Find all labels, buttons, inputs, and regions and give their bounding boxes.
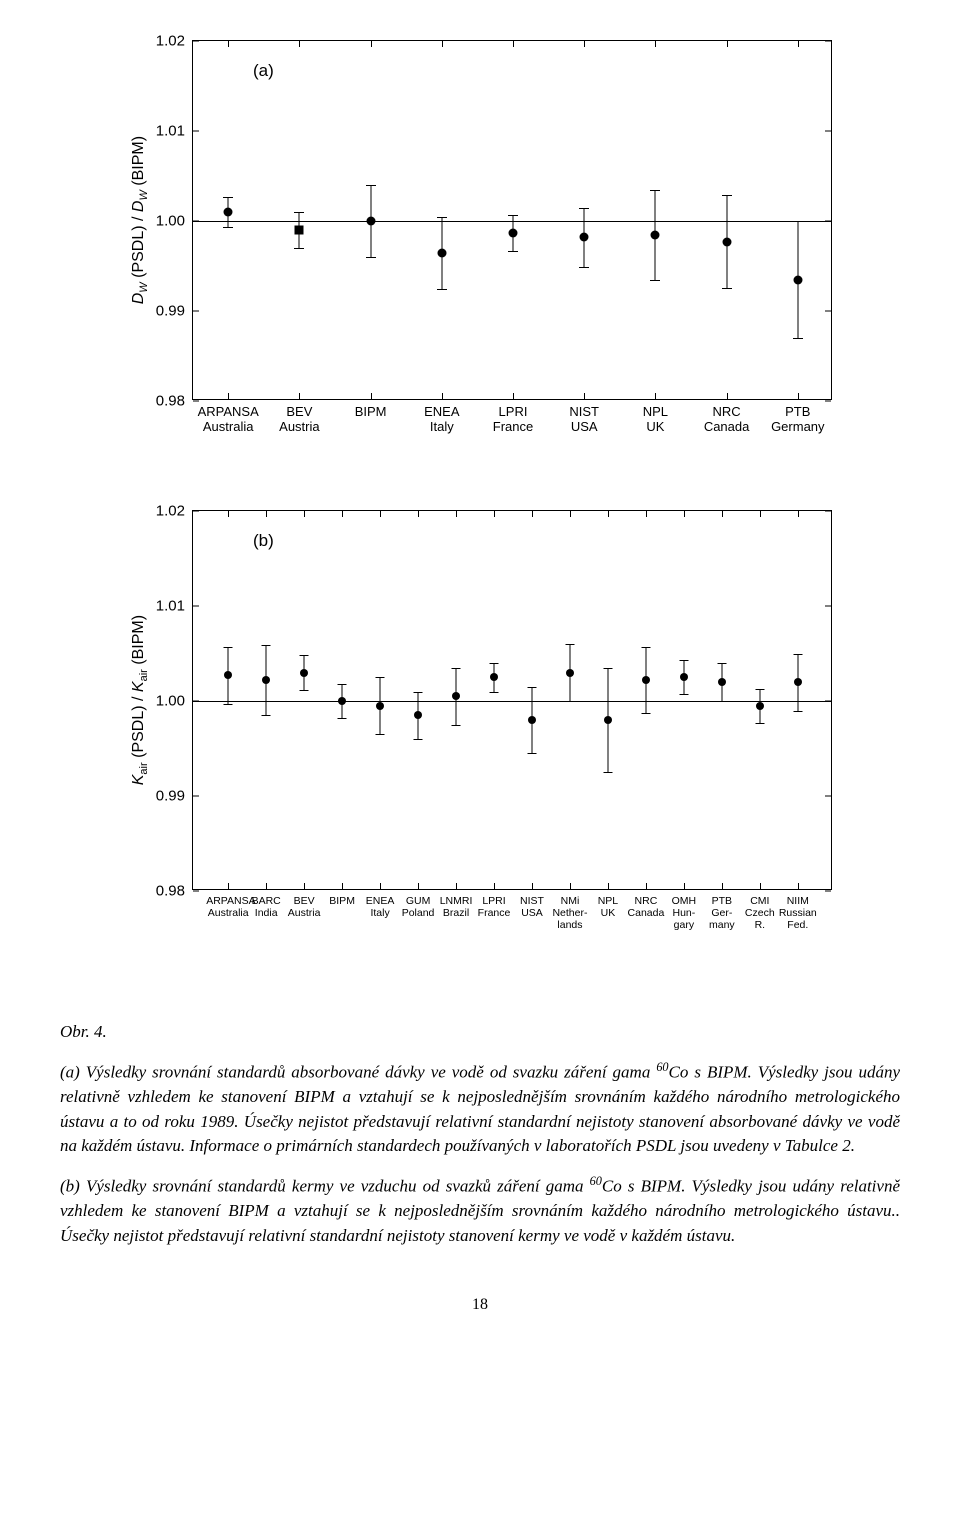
ytick-label: 1.01 xyxy=(156,123,185,140)
ytick-label: 1.00 xyxy=(156,213,185,230)
chart-panel-a: DW (PSDL) / DW (BIPM) 0.980.991.001.011.… xyxy=(100,30,860,460)
plot-area-a: 0.980.991.001.011.02(a)ARPANSAAustraliaB… xyxy=(192,40,832,400)
panel-label: (a) xyxy=(253,61,274,81)
ytick-label: 1.01 xyxy=(156,598,185,615)
ytick-label: 1.02 xyxy=(156,33,185,50)
ytick-label: 0.99 xyxy=(156,788,185,805)
caption-para-a: (a) Výsledky srovnání standardů absorbov… xyxy=(60,1059,900,1159)
xtick-label: ENEAItaly xyxy=(402,405,482,435)
xtick-label: LPRIFrance xyxy=(473,405,553,435)
xtick-label: NPLUK xyxy=(615,405,695,435)
xtick-label: NRCCanada xyxy=(687,405,767,435)
ytick-label: 1.02 xyxy=(156,503,185,520)
ytick-label: 0.98 xyxy=(156,393,185,410)
ytick-label: 0.98 xyxy=(156,883,185,900)
ylabel-a: DW (PSDL) / DW (BIPM) xyxy=(130,110,150,330)
xtick-label: ARPANSAAustralia xyxy=(188,405,268,435)
figure-4: DW (PSDL) / DW (BIPM) 0.980.991.001.011.… xyxy=(100,30,860,990)
chart-panel-b: Kair (PSDL) / Kair (BIPM) 0.980.991.001.… xyxy=(100,500,860,990)
figure-caption: Obr. 4. (a) Výsledky srovnání standardů … xyxy=(60,1020,900,1248)
xtick-label: PTBGermany xyxy=(758,405,838,435)
page-number: 18 xyxy=(60,1296,900,1314)
ytick-label: 0.99 xyxy=(156,303,185,320)
figure-ref: Obr. 4. xyxy=(60,1022,107,1041)
xtick-label: NISTUSA xyxy=(544,405,624,435)
reference-line xyxy=(193,701,831,702)
ytick-label: 1.00 xyxy=(156,693,185,710)
caption-para-b: (b) Výsledky srovnání standardů kermy ve… xyxy=(60,1173,900,1249)
panel-label: (b) xyxy=(253,531,274,551)
xtick-label: NIIMRussianFed. xyxy=(776,895,820,931)
xtick-label: BEVAustria xyxy=(259,405,339,435)
ylabel-b: Kair (PSDL) / Kair (BIPM) xyxy=(130,590,150,810)
plot-area-b: 0.980.991.001.011.02(b)ARPANSAAustraliaB… xyxy=(192,510,832,890)
xtick-label: BIPM xyxy=(331,405,411,420)
